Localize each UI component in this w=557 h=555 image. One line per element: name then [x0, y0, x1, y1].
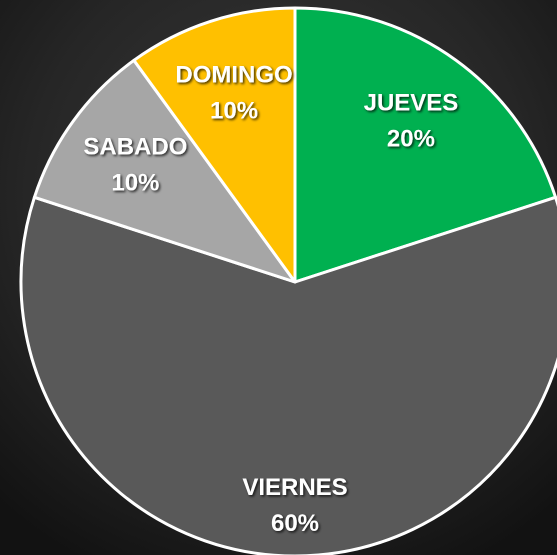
page: {"chart_data": {"type": "pie", "categori…	[0, 0, 557, 555]
slice-label: SABADO	[83, 133, 187, 160]
pie	[21, 8, 557, 555]
slice-value-label: 10%	[210, 98, 258, 125]
slice-value-label: 60%	[271, 510, 319, 537]
slice-value-label: 20%	[387, 126, 435, 153]
chart: JUEVES 20% VIERNES 60% SABADO 10% DOMINGO 10%	[0, 0, 557, 555]
slice-value-label: 10%	[111, 169, 159, 196]
slice-label: DOMINGO	[175, 62, 292, 89]
slice-label: JUEVES	[364, 90, 459, 117]
slice-label: VIERNES	[242, 474, 347, 501]
